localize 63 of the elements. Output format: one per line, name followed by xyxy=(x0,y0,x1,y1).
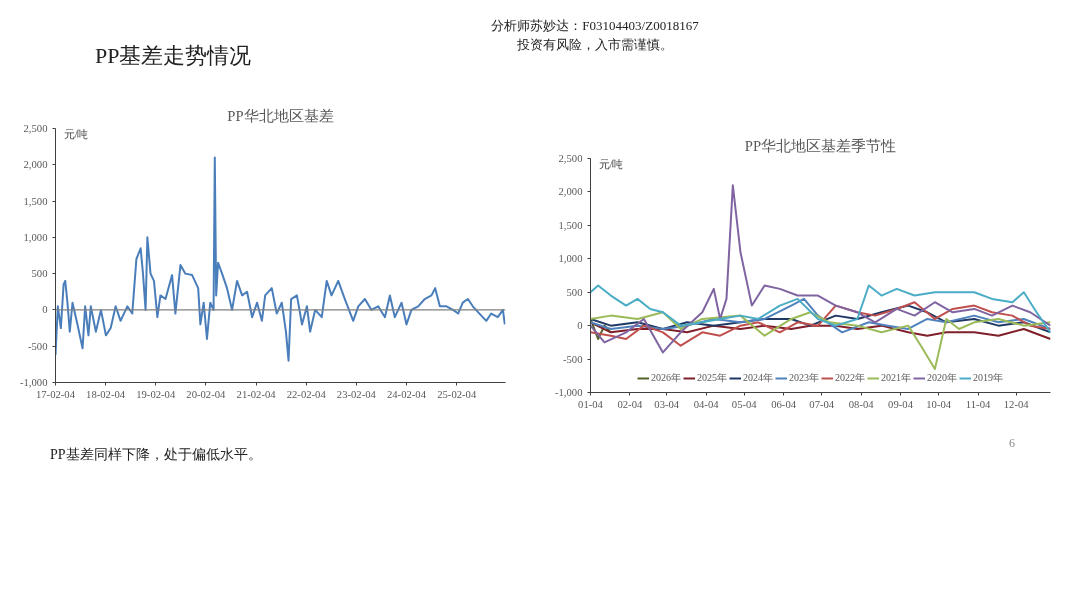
x-tick-label: 09-04 xyxy=(888,398,914,410)
x-tick-label: 11-04 xyxy=(965,398,991,410)
text: PP基差走势情况 xyxy=(95,42,252,70)
text: PP基差同样下降，处于偏低水平。 xyxy=(50,446,262,464)
line-series xyxy=(55,156,506,362)
x-tick-label: 06-04 xyxy=(771,398,797,410)
x-tick-label: 21-02-04 xyxy=(236,388,277,400)
x-tick-label: 02-04 xyxy=(617,398,643,410)
y-tick-label: 1,000 xyxy=(23,231,48,243)
text: 分析师苏妙达：F03104403/Z0018167 xyxy=(491,18,699,33)
chart-title: PP华北地区基差季节性 xyxy=(744,137,897,154)
x-tick-label: 22-02-04 xyxy=(286,388,327,400)
x-tick-label: 25-02-04 xyxy=(437,388,477,400)
legend-label: 2019年 xyxy=(973,371,1003,385)
x-tick-label: 08-04 xyxy=(848,398,875,410)
line-series xyxy=(590,184,1051,354)
line-series xyxy=(590,311,1051,371)
legend-label: 2020年 xyxy=(927,371,957,385)
legend-label: 2023年 xyxy=(789,371,819,385)
text: 6 xyxy=(1009,435,1015,452)
y-tick-label: 2,000 xyxy=(558,186,583,198)
line-series xyxy=(590,321,1051,341)
line-series xyxy=(590,301,1051,347)
line-series xyxy=(590,284,1051,334)
x-tick-label: 07-04 xyxy=(809,398,835,410)
y-tick-label: -500 xyxy=(27,340,48,352)
legend-label: 2026年 xyxy=(651,371,681,385)
legend-label: 2025年 xyxy=(697,371,727,385)
text: 投资有风险，入市需谨慎。 xyxy=(516,36,673,52)
y-axis-title: 元/吨 xyxy=(63,127,89,140)
y-tick-label: 2,500 xyxy=(23,123,48,134)
legend-label: 2024年 xyxy=(743,371,773,385)
x-tick-label: 19-02-04 xyxy=(136,388,176,400)
y-tick-label: 1,000 xyxy=(558,253,583,265)
x-tick-label: 17-02-04 xyxy=(35,388,76,400)
y-tick-label: 0 xyxy=(577,320,583,332)
y-tick-label: 500 xyxy=(31,268,48,280)
line-series xyxy=(590,297,1051,334)
line-series xyxy=(590,317,612,341)
x-tick-label: 04-04 xyxy=(693,398,720,410)
x-tick-label: 20-02-04 xyxy=(186,388,227,400)
chart-title: PP华北地区基差 xyxy=(227,107,334,124)
x-tick-label: 05-04 xyxy=(731,398,758,410)
y-tick-label: 0 xyxy=(42,304,48,316)
x-tick-label: 03-04 xyxy=(654,398,680,410)
y-axis-title: 元/吨 xyxy=(598,157,624,170)
y-tick-label: 2,000 xyxy=(23,159,48,171)
y-tick-label: 500 xyxy=(566,286,583,298)
x-tick-label: 01-04 xyxy=(578,398,604,410)
y-tick-label: 2,500 xyxy=(558,153,583,164)
y-tick-label: -1,000 xyxy=(19,377,48,388)
x-tick-label: 18-02-04 xyxy=(86,388,126,400)
x-tick-label: 24-02-04 xyxy=(386,388,427,400)
legend-label: 2022年 xyxy=(835,371,865,385)
x-tick-label: 12-04 xyxy=(1003,398,1030,410)
x-tick-label: 23-02-04 xyxy=(336,388,377,400)
x-tick-label: 10-04 xyxy=(926,398,952,410)
legend-label: 2021年 xyxy=(881,371,911,385)
line-series xyxy=(590,304,1051,334)
y-tick-label: -1,000 xyxy=(554,387,583,398)
y-tick-label: 1,500 xyxy=(23,195,48,207)
y-tick-label: 1,500 xyxy=(558,219,583,231)
y-tick-label: -500 xyxy=(562,353,583,365)
